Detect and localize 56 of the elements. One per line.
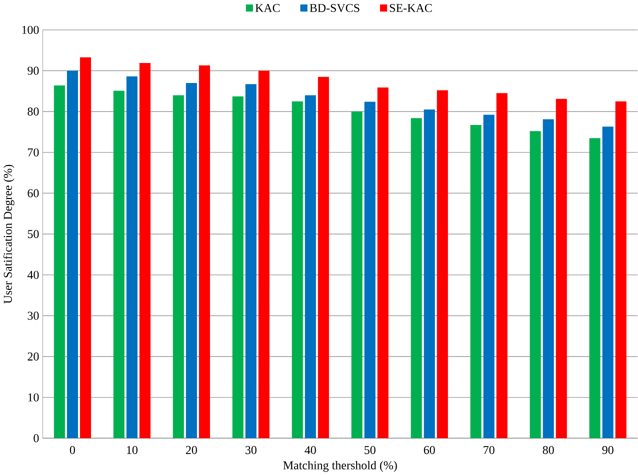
bar (351, 111, 362, 438)
x-axis-title: Matching thershold (%) (283, 460, 397, 472)
bar (470, 124, 482, 438)
y-tick-label: 50 (28, 230, 39, 238)
bar (483, 114, 494, 438)
bar (304, 95, 316, 438)
legend-label: BD-SVCS (310, 4, 360, 12)
y-tick-label: 90 (28, 66, 39, 75)
bar (602, 126, 614, 438)
bar (258, 70, 270, 438)
bar (530, 131, 541, 438)
y-tick-label: 40 (27, 270, 39, 279)
x-tick-label: 50 (364, 446, 376, 454)
x-tick-label: 90 (602, 446, 614, 454)
x-tick-label: 0 (70, 446, 76, 454)
x-tick-label: 10 (127, 446, 138, 454)
bar (318, 76, 329, 438)
bar (410, 118, 422, 438)
bar (245, 84, 256, 438)
bar (54, 85, 65, 438)
bar (364, 102, 376, 438)
bar (589, 138, 600, 438)
bar (615, 101, 626, 438)
y-tick-label: 10 (28, 393, 39, 402)
bar (292, 101, 303, 438)
x-tick-label: 30 (246, 446, 256, 454)
y-axis-title: User Satification Degree (%) (3, 164, 14, 304)
y-tick-label: 20 (28, 352, 39, 360)
bar (66, 70, 78, 438)
bar (232, 96, 244, 438)
y-tick-label: 100 (22, 26, 39, 34)
bar (556, 98, 567, 438)
x-tick-label: 20 (186, 446, 197, 454)
bar (377, 87, 388, 438)
y-tick-label: 60 (28, 189, 39, 198)
bar (186, 82, 197, 438)
bar (113, 90, 124, 438)
bar (198, 65, 210, 438)
x-tick-label: 70 (484, 446, 494, 454)
bar (80, 57, 92, 438)
bar (126, 76, 138, 438)
y-tick-label: 0 (34, 434, 39, 442)
bar (496, 93, 508, 438)
bar (172, 95, 184, 438)
bar (424, 109, 435, 438)
bar (436, 90, 448, 438)
y-tick-label: 30 (28, 312, 39, 320)
y-tick-label: 80 (28, 107, 39, 116)
y-tick-label: 70 (28, 148, 39, 156)
x-tick-label: 40 (304, 446, 316, 454)
legend-label: KAC (255, 4, 280, 12)
x-tick-label: 60 (424, 446, 435, 454)
bar (139, 62, 151, 438)
legend-label: SE-KAC (390, 4, 432, 12)
x-tick-label: 80 (542, 446, 554, 454)
bar (542, 119, 554, 438)
